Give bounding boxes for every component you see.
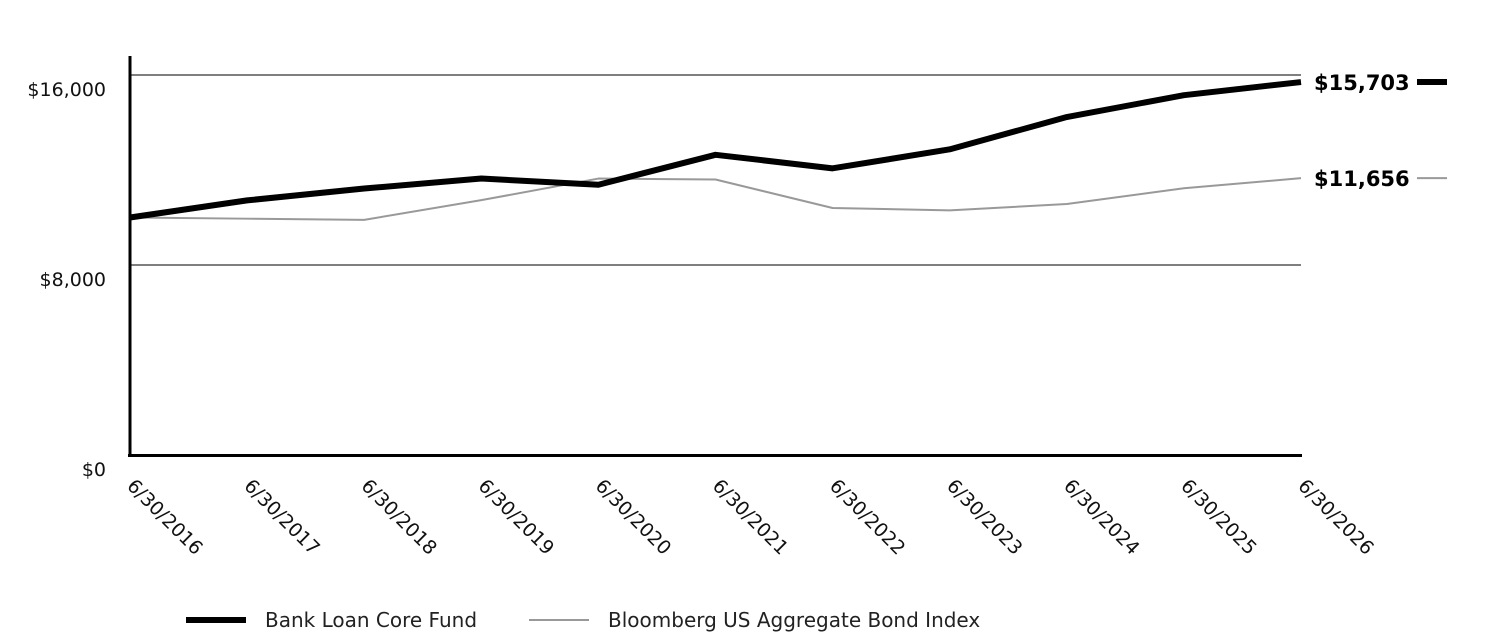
- end-label-1: $11,656: [1314, 167, 1410, 191]
- x-tick-label: 6/30/2017: [240, 475, 324, 559]
- y-axis-ticks: $0 $8,000 $16,000: [27, 79, 106, 481]
- legend-item-index: Bloomberg US Aggregate Bond Index: [529, 608, 980, 632]
- x-tick-label: 6/30/2022: [825, 475, 909, 559]
- legend-swatch-fund: [186, 617, 246, 623]
- gridlines: [130, 74, 1301, 266]
- legend: Bank Loan Core Fund Bloomberg US Aggrega…: [186, 606, 1032, 634]
- x-tick-label: 6/30/2024: [1059, 475, 1143, 559]
- x-tick-label: 6/30/2020: [591, 475, 675, 559]
- series-line-1: [129, 177, 1302, 221]
- x-tick-label: 6/30/2019: [474, 475, 558, 559]
- x-tick-label: 6/30/2026: [1293, 475, 1377, 559]
- x-tick-label: 6/30/2016: [122, 475, 206, 559]
- legend-label-fund: Bank Loan Core Fund: [265, 608, 478, 632]
- x-tick-label: 6/30/2018: [357, 475, 441, 559]
- y-tick-label: $16,000: [27, 79, 106, 101]
- x-tick-label: 6/30/2021: [708, 475, 792, 559]
- end-label-0: $15,703: [1314, 71, 1410, 95]
- line-chart: $0$8,000$16,000 6/30/2016 6/30/2017 6/30/2…: [27, 56, 1447, 559]
- legend-swatch-index: [529, 619, 590, 621]
- legend-item-fund: Bank Loan Core Fund: [186, 608, 477, 632]
- x-axis-ticks: 6/30/2016 6/30/2017 6/30/2018 6/30/2019 6/30…: [122, 475, 1377, 559]
- end-labels: $15,703 $11,656: [1314, 71, 1447, 191]
- series-lines: [129, 79, 1302, 221]
- y-tick-label: $8,000: [40, 269, 106, 291]
- x-tick-label: 6/30/2025: [1176, 475, 1260, 559]
- series-line-0: [129, 79, 1302, 221]
- y-tick-label: $0: [82, 459, 106, 481]
- legend-label-index: Bloomberg US Aggregate Bond Index: [608, 608, 981, 632]
- x-tick-label: 6/30/2023: [942, 475, 1026, 559]
